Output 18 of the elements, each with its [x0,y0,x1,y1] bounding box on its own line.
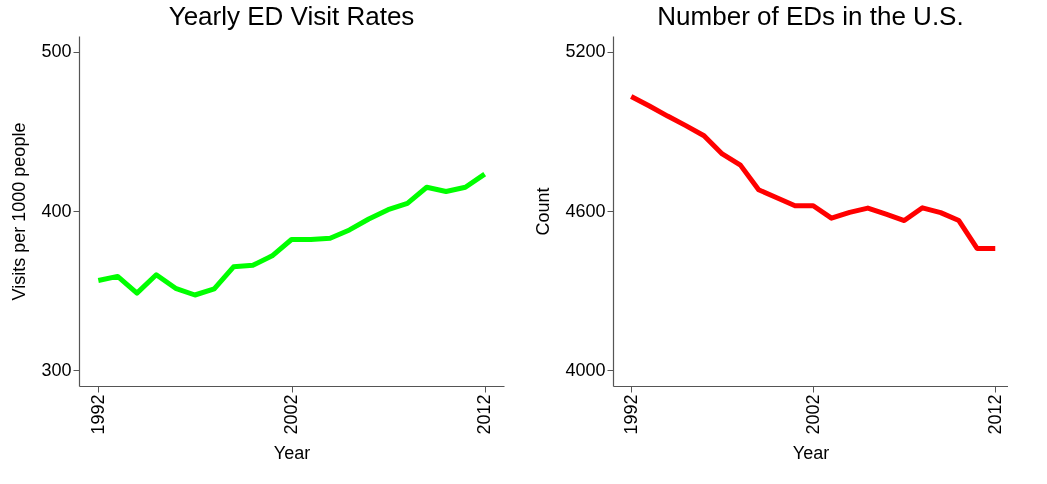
y-tick-label: 300 [41,359,72,380]
x-tick-label: 2012 [474,394,495,435]
x-tick-label: 2002 [802,394,823,435]
y-tick-label: 5200 [565,41,606,62]
x-axis-title: Year [273,442,311,463]
chart-title: Yearly ED Visit Rates [168,1,415,31]
y-axis-title: Count [533,187,554,236]
chart-title: Number of EDs in the U.S. [657,1,964,31]
x-tick-label: 1992 [620,394,641,435]
x-tick-label: 1992 [87,394,108,435]
y-tick-label: 4600 [565,200,606,221]
y-tick-label: 400 [41,200,72,221]
x-axis-title: Year [792,442,830,463]
x-tick-label: 2012 [984,394,1005,435]
y-tick-label: 500 [41,41,72,62]
y-axis-title: Visits per 1000 people [9,122,30,301]
x-tick-label: 2002 [281,394,301,435]
y-tick-label: 4000 [565,359,606,380]
